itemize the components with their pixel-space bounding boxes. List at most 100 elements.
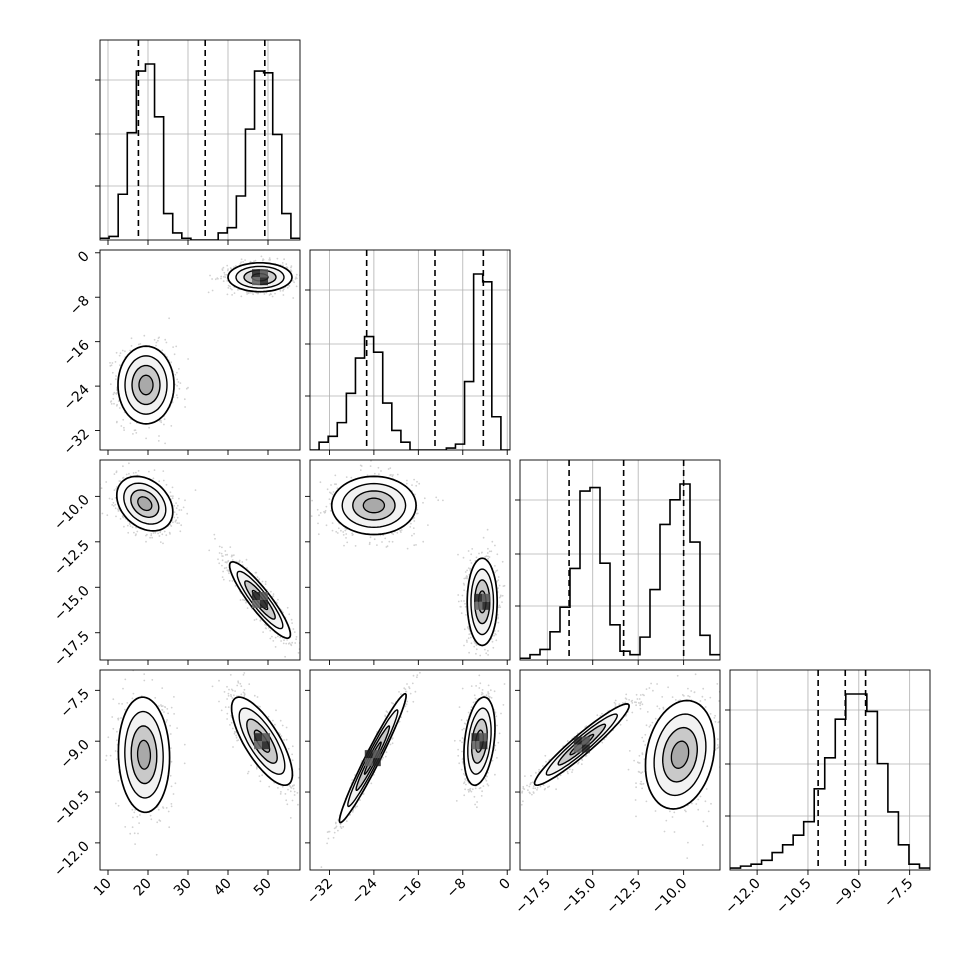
x-tick-label: −16 [393,875,425,907]
x-tick-label: −24 [349,875,381,907]
panel-frame [99,459,301,661]
x-tick-label: 20 [131,876,155,900]
density-core-cell [471,741,480,750]
cluster-0 [320,671,421,868]
pair-panel-3-1: −32 −24 −16 −8 0 [304,669,514,908]
density-core-cell [254,733,262,742]
cluster-0 [520,682,654,806]
density-core-cell [262,741,270,750]
x-tick-label: 50 [251,876,275,900]
y-tick-label: −7.5 [57,686,92,721]
sample-points [100,462,300,658]
y-tick-label: −16 [61,337,93,369]
x-tick-label: −17.5 [512,876,554,918]
y-tick-label: −10.5 [51,788,93,830]
cluster-0 [105,670,186,856]
x-tick-label: −12.0 [722,876,764,918]
density-core-cell [479,741,488,750]
density-core-cell [252,592,260,600]
density-core-cell [262,733,270,742]
sample-points [320,671,506,868]
histogram-step-line [730,693,930,869]
y-tick-label: −12.0 [51,838,93,880]
pair-panel-2-1 [305,459,511,665]
histogram-panel-1 [305,249,511,455]
y-tick-label: −17.5 [51,628,93,670]
panel-frame [519,669,721,871]
histogram-step-line [520,483,720,660]
density-core-cell [252,269,260,278]
density-core-cell [254,741,262,750]
cluster-1 [453,674,506,809]
contour-inner [138,374,154,396]
x-tick-label: −7.5 [881,876,916,911]
density-core-cell [252,600,260,608]
sample-points [109,255,300,445]
contour-inner [136,739,152,770]
pair-panel-3-2: −17.5 −15.0 −12.5 −10.0 [512,669,721,918]
density-core-cell [372,758,381,767]
contour-inner [362,497,386,514]
x-tick-label: −15.0 [558,876,600,918]
panel-frame [309,249,511,451]
x-tick-label: 10 [91,876,115,900]
histogram-panel-3: −12.0 −10.5 −9.0 −7.5 [722,669,931,918]
density-core-cell [372,750,381,759]
sample-points [310,460,506,660]
y-tick-label: −8 [67,293,93,319]
y-tick-label: −32 [61,426,93,458]
contour-inner [670,740,690,769]
grid-lines [730,670,930,870]
y-tick-label: −24 [61,382,93,414]
panel-frame [99,39,301,241]
cluster-1 [207,255,300,299]
panel-frame [99,669,301,871]
x-tick-label: 30 [171,876,195,900]
grid-lines [310,250,510,450]
density-core-cell [252,277,260,286]
contour-inner [137,496,153,512]
grid-lines [520,460,720,660]
y-tick-label: −9.0 [57,737,92,772]
panel-frame [309,459,511,661]
cluster-0 [100,462,197,545]
density-core-cell [474,601,483,610]
density-core-cell [471,733,480,742]
histogram-step-line [100,63,300,240]
pair-panel-2-0: −17.5−15.0−12.5−10.0 [51,459,301,670]
pair-panel-3-0: 10 20 30 40 50 −12.0 −10.5 −9.0 −7.5 [51,669,301,900]
density-core-cell [482,593,491,602]
panel-frame [519,459,721,661]
density-core-cell [474,593,483,602]
cluster-1 [457,528,506,660]
cluster-1 [211,672,300,819]
density-core-cell [260,269,268,278]
cluster-0 [310,460,444,550]
density-core-cell [479,733,488,742]
x-tick-label: −12.5 [603,876,645,918]
x-tick-label: −10.5 [773,876,815,918]
density-core-cell [364,758,373,767]
density-core-cell [364,750,373,759]
histogram-panel-2 [515,459,721,665]
cluster-1 [627,673,720,859]
y-tick-label: −10.0 [51,492,93,534]
x-tick-label: −8 [444,876,470,902]
cluster-1 [208,533,300,658]
density-core-cell [573,744,582,753]
panel-frame [729,669,931,871]
x-tick-label: 0 [496,876,514,894]
histogram-panel-0 [95,39,301,245]
histogram-step-line [310,273,510,450]
grid-lines [100,40,300,240]
x-tick-label: −9.0 [830,876,865,911]
sample-points [520,673,720,859]
density-core-cell [482,601,491,610]
panel-frame [309,669,511,871]
density-core-cell [573,736,582,745]
panel-frame [99,249,301,451]
density-core-cell [260,600,268,608]
y-tick-label: −15.0 [51,583,93,625]
density-core-cell [581,744,590,753]
